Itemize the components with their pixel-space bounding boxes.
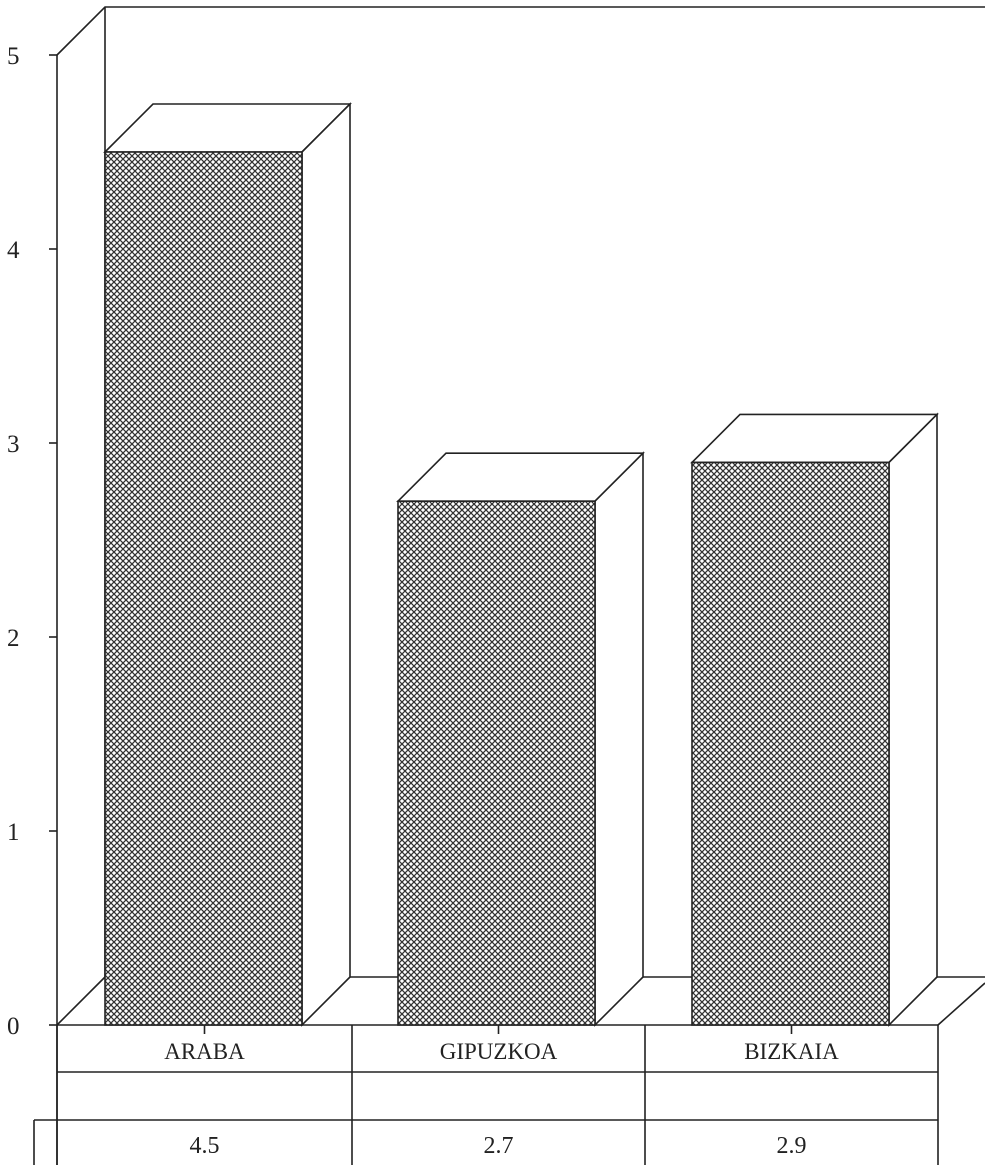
- bar-front-face: [104, 151, 303, 1026]
- bar-araba: [103, 102, 352, 1027]
- floor-left-edge: [56, 976, 106, 1026]
- y-tick-label-2: 2: [7, 625, 20, 652]
- category-label-gipuzkoa: GIPUZKOA: [440, 1039, 558, 1064]
- bar-bizkaia: [690, 412, 939, 1027]
- y-tick-label-3: 3: [7, 431, 20, 458]
- category-table: ARABA 4.5 GIPUZKOA 2.7 BIZKAIA 2.9: [33, 1025, 939, 1165]
- y-tick-label-4: 4: [7, 237, 20, 264]
- value-label-gipuzkoa: 2.7: [484, 1133, 514, 1159]
- y-tick-label-5: 5: [7, 43, 20, 70]
- floor-right-edge: [937, 982, 985, 1026]
- bar-side-face: [888, 412, 938, 1027]
- y-axis: 0 1 2 3 4 5: [7, 43, 58, 1165]
- value-label-araba: 4.5: [190, 1133, 220, 1159]
- value-label-bizkaia: 2.9: [777, 1133, 807, 1159]
- y-tick-label-1: 1: [7, 819, 20, 846]
- bar-gipuzkoa: [396, 451, 645, 1027]
- bar-side-face: [594, 451, 644, 1027]
- bar-front-face: [397, 500, 596, 1026]
- bar-side-face: [301, 102, 351, 1027]
- category-label-bizkaia: BIZKAIA: [744, 1039, 839, 1064]
- bar-front-face: [691, 461, 890, 1026]
- y-tick-label-0: 0: [7, 1013, 20, 1040]
- category-label-araba: ARABA: [164, 1039, 245, 1064]
- back-wall-top-edge: [56, 6, 985, 56]
- bars: [103, 102, 939, 1027]
